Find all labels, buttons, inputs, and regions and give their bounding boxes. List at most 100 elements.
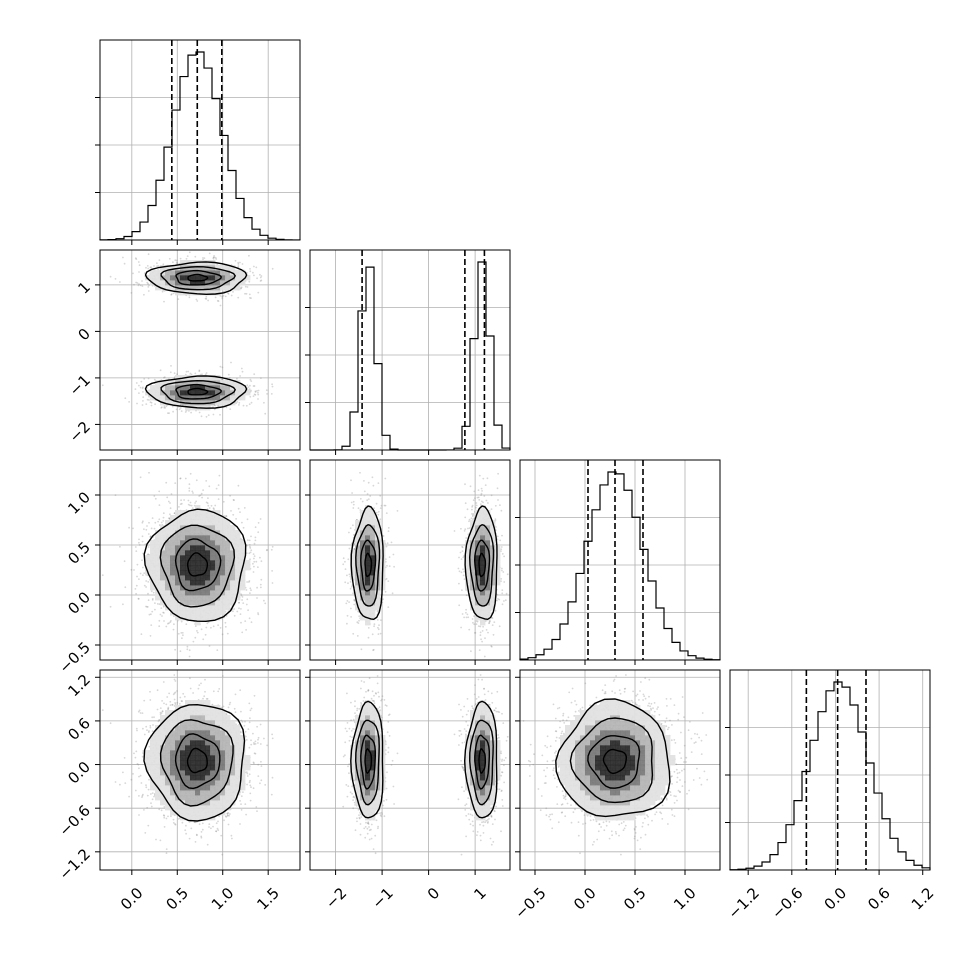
sample-point — [227, 661, 229, 663]
sample-point — [257, 613, 260, 616]
sample-point — [253, 542, 256, 545]
sample-point — [146, 398, 149, 401]
density-cell — [155, 280, 161, 286]
sample-point — [109, 605, 112, 608]
sample-point — [169, 371, 172, 374]
density-cell — [235, 285, 241, 291]
sample-point — [259, 583, 262, 586]
sample-point — [219, 413, 221, 416]
density-cell — [225, 275, 231, 281]
sample-point — [153, 495, 156, 497]
sample-point — [230, 361, 232, 364]
sample-point — [236, 377, 238, 380]
density-cell — [195, 375, 201, 381]
sample-point — [142, 520, 144, 523]
sample-point — [137, 261, 140, 263]
sample-point — [163, 405, 166, 407]
density-cell — [235, 385, 241, 391]
density-cell — [220, 280, 226, 286]
sample-point — [253, 565, 255, 568]
sample-point — [213, 256, 215, 259]
sample-point — [241, 631, 244, 634]
histogram-panel-2 — [305, 249, 511, 455]
sample-point — [154, 403, 157, 406]
density-cell — [240, 270, 246, 276]
scatter-panel-3-1 — [95, 459, 301, 665]
sample-point — [151, 610, 154, 613]
density-cell — [155, 275, 161, 281]
sample-point — [156, 262, 158, 265]
density-cell — [200, 290, 206, 296]
density-cell — [150, 275, 156, 281]
density-cell — [240, 280, 246, 286]
sample-point — [185, 257, 188, 260]
density-cell — [175, 290, 181, 296]
sample-point — [236, 610, 239, 613]
sample-point — [171, 405, 174, 408]
sample-point — [265, 549, 268, 552]
sample-point — [224, 625, 227, 628]
density-cell — [160, 285, 166, 291]
sample-point — [151, 599, 154, 601]
density-cell — [205, 380, 211, 386]
density-cell — [190, 380, 196, 386]
sample-point — [252, 395, 255, 398]
sample-point — [271, 383, 273, 386]
sample-point — [143, 293, 145, 296]
sample-point — [134, 388, 137, 390]
sample-point — [218, 474, 221, 477]
sample-point — [242, 526, 245, 529]
sample-point — [263, 599, 265, 602]
sample-point — [255, 560, 258, 563]
density-cell — [180, 275, 186, 281]
sample-point — [202, 257, 204, 259]
density-cell — [195, 280, 201, 286]
sample-point — [196, 300, 199, 302]
sample-point — [248, 617, 251, 620]
sample-point — [169, 507, 172, 510]
sample-point — [259, 276, 262, 279]
sample-point — [202, 638, 205, 641]
sample-point — [185, 623, 188, 626]
sample-point — [250, 549, 253, 552]
sample-point — [243, 507, 246, 509]
density-cell — [215, 270, 221, 276]
sample-point — [147, 282, 149, 285]
sample-point — [167, 622, 169, 625]
sample-point — [257, 391, 259, 394]
contour-line — [160, 379, 237, 405]
sample-point — [249, 395, 252, 398]
sample-point — [135, 584, 138, 587]
sample-point — [172, 261, 174, 264]
axes-frame — [729, 669, 931, 871]
sample-point — [235, 402, 238, 405]
density-cell — [175, 275, 181, 281]
density-cell — [200, 285, 206, 291]
density-cell — [240, 390, 246, 396]
sample-point — [150, 590, 153, 593]
sample-point — [177, 298, 180, 300]
sample-point — [146, 265, 149, 267]
sample-point — [207, 504, 210, 507]
sample-point — [141, 285, 144, 287]
sample-point — [221, 295, 224, 297]
sample-point — [176, 373, 179, 376]
density-cell — [170, 400, 176, 406]
sample-point — [264, 412, 267, 415]
density-cell — [170, 390, 176, 396]
density-cell — [220, 395, 226, 401]
density-cell — [210, 375, 216, 381]
sample-point — [142, 391, 144, 393]
sample-point — [166, 496, 169, 499]
sample-point — [149, 536, 152, 538]
sample-point — [148, 395, 151, 398]
sample-point — [205, 415, 208, 418]
axes-frame — [99, 39, 301, 241]
contour-line — [187, 387, 209, 396]
sample-point — [139, 386, 142, 389]
histogram-panel-3 — [515, 459, 721, 665]
sample-point — [188, 487, 191, 490]
sample-point — [245, 603, 248, 606]
sample-point — [122, 603, 124, 606]
sample-point — [132, 272, 134, 275]
